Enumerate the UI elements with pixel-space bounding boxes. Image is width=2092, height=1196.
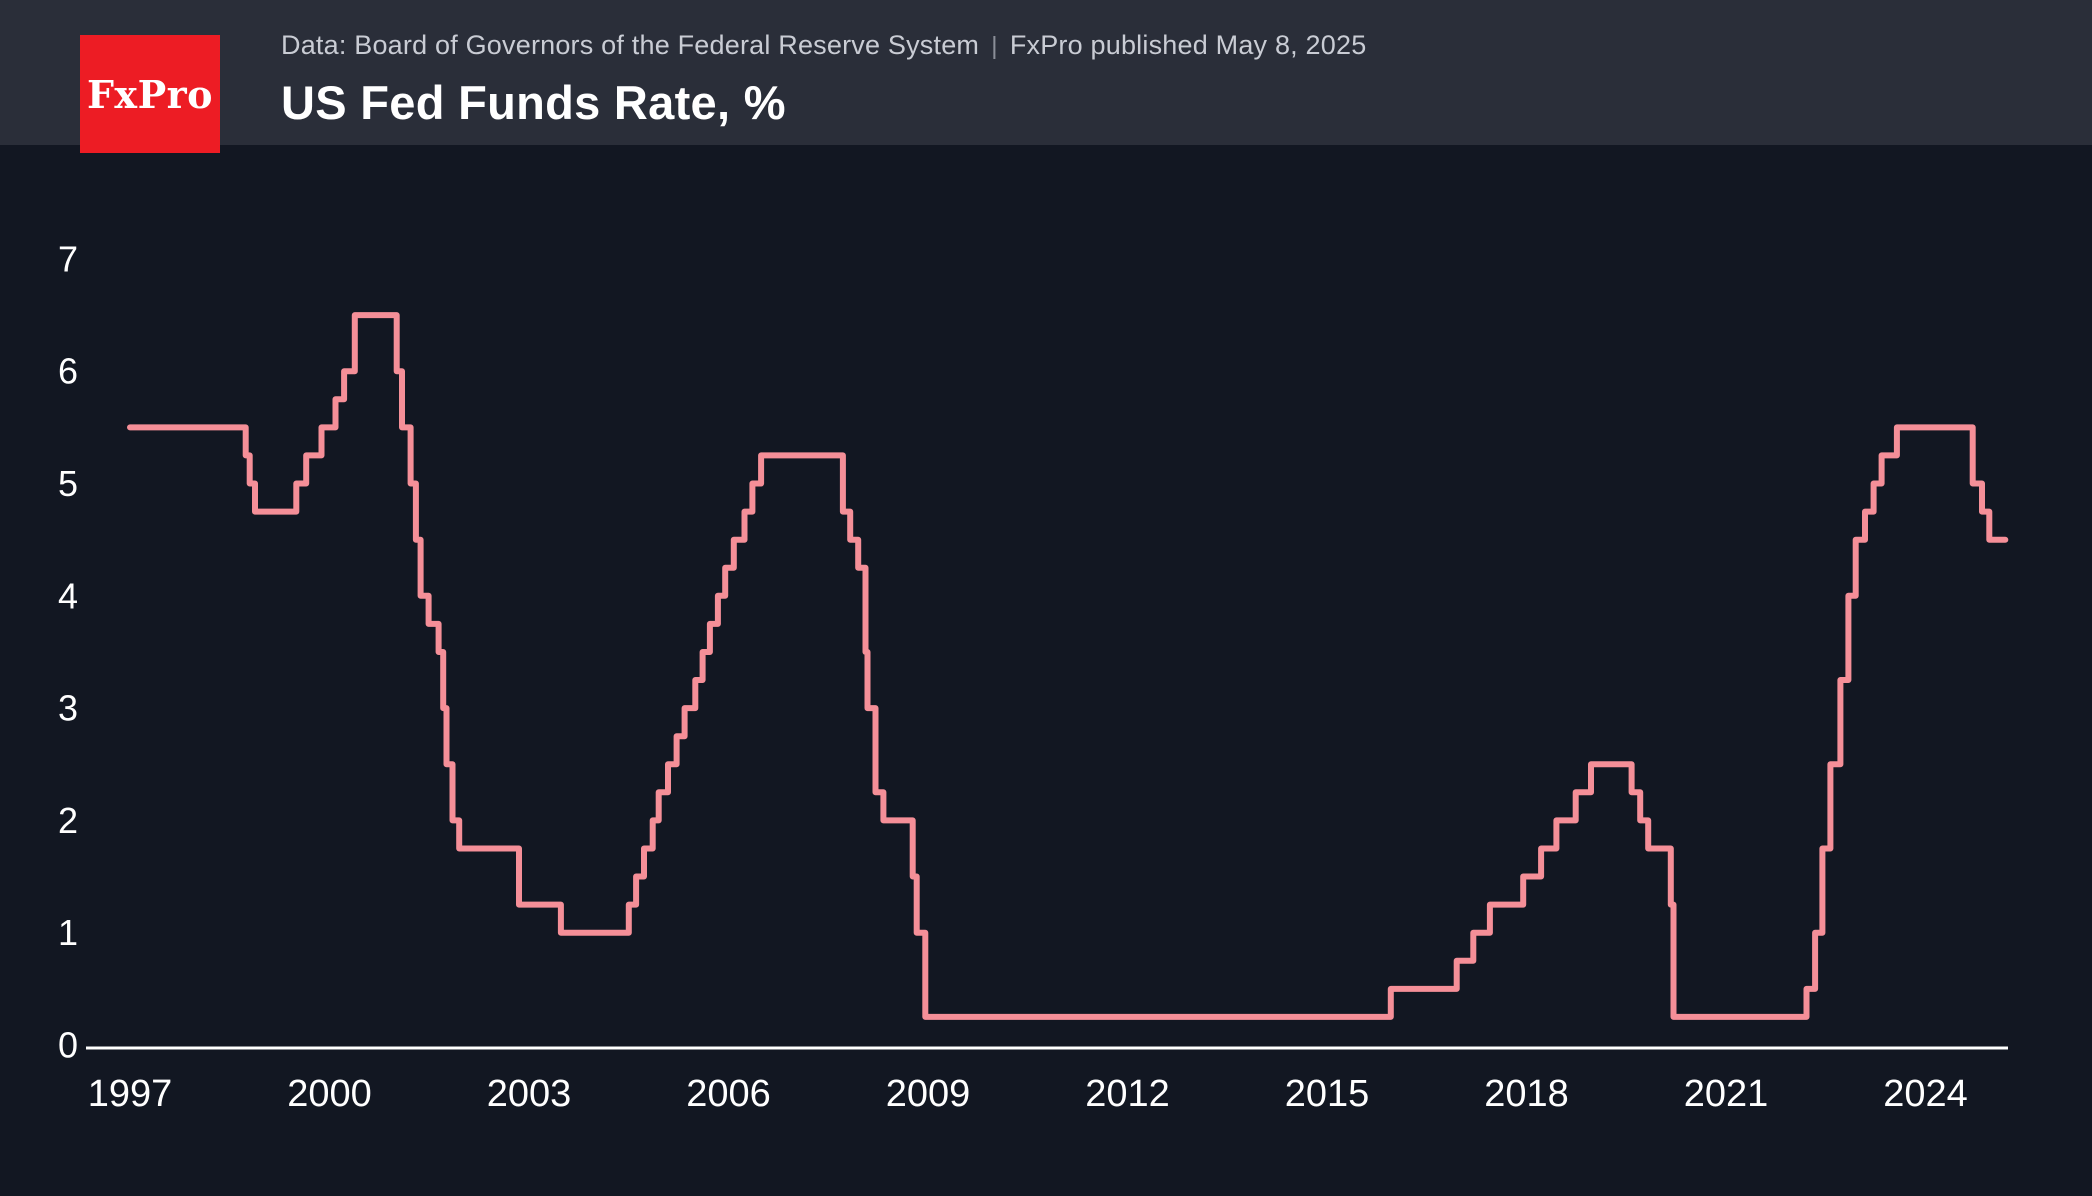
- header: FxPro Data: Board of Governors of the Fe…: [0, 0, 2092, 153]
- x-axis-tick-label: 2018: [1484, 1073, 1569, 1115]
- y-axis-tick-label: 0: [58, 1025, 78, 1066]
- y-axis-tick-label: 5: [58, 463, 78, 504]
- y-axis-tick-label: 2: [58, 800, 78, 841]
- y-axis-tick-label: 6: [58, 351, 78, 392]
- x-axis-tick-label: 2021: [1684, 1073, 1769, 1115]
- separator-bar: |: [991, 32, 998, 60]
- y-axis-tick-label: 7: [58, 238, 78, 279]
- data-source-text: Data: Board of Governors of the Federal …: [281, 30, 980, 60]
- fxpro-logo: FxPro: [80, 35, 220, 153]
- x-axis-tick-label: 2015: [1285, 1073, 1370, 1115]
- y-axis-tick-label: 3: [58, 688, 78, 729]
- header-text-block: Data: Board of Governors of the Federal …: [281, 30, 1366, 130]
- y-axis-tick-label: 4: [58, 575, 78, 616]
- y-axis-tick-label: 1: [58, 912, 78, 953]
- published-text: FxPro published May 8, 2025: [1009, 30, 1367, 60]
- x-axis-tick-label: 2003: [487, 1073, 572, 1115]
- x-axis-tick-label: 2000: [287, 1073, 372, 1115]
- source-line: Data: Board of Governors of the Federal …: [281, 30, 1366, 61]
- chart-title: US Fed Funds Rate, %: [281, 76, 786, 129]
- x-axis-tick-label: 2009: [886, 1073, 971, 1115]
- x-axis-tick-label: 2024: [1883, 1073, 1968, 1115]
- x-axis-tick-label: 2006: [686, 1073, 771, 1115]
- fxpro-logo-text: FxPro: [86, 71, 214, 117]
- rate-line-series: [127, 312, 2009, 1020]
- x-axis-tick-label: 2012: [1085, 1073, 1170, 1115]
- x-axis-tick-label: 1997: [88, 1073, 173, 1115]
